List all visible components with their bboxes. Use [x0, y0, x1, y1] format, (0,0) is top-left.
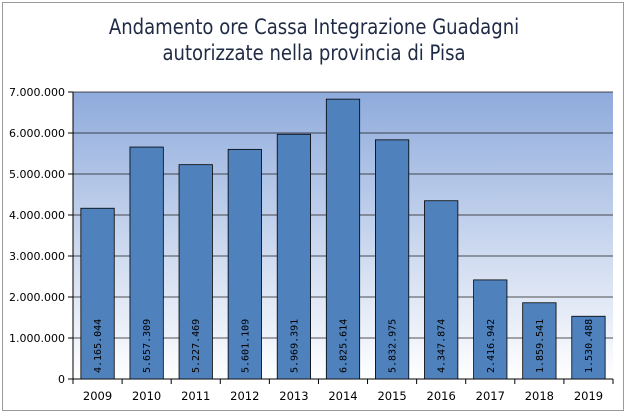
data-label: 5.969.391	[289, 319, 300, 373]
bar-2013	[276, 133, 311, 380]
data-label: 1.859.541	[535, 319, 546, 373]
data-label: 5.832.975	[388, 319, 399, 373]
data-label: 4.165.044	[93, 319, 104, 373]
x-tick-label: 2013	[279, 389, 308, 403]
chart-title: Andamento ore Cassa Integrazione Guadagn…	[44, 14, 584, 66]
chart-title-line-1: Andamento ore Cassa Integrazione Guadagn…	[108, 15, 520, 39]
data-labels: 4.165.044 5.657.309 5.227.469 5.601.109 5.96…	[93, 319, 595, 373]
bar-2015	[374, 139, 410, 380]
data-label: 4.347.874	[437, 319, 448, 373]
y-tick-label: 3.000.000	[9, 250, 65, 263]
bar-2011	[178, 164, 213, 380]
x-tick-label: 2012	[230, 389, 259, 403]
x-tick-label: 2011	[181, 389, 210, 403]
bar-2017	[473, 279, 508, 380]
data-label: 6.825.614	[339, 319, 350, 373]
bars	[80, 98, 606, 380]
x-tick-label: 2019	[574, 389, 603, 403]
y-tick-label: 5.000.000	[9, 168, 65, 181]
data-label: 2.416.942	[486, 319, 497, 373]
bar-2009	[80, 207, 115, 380]
y-tick-label: 2.000.000	[9, 291, 65, 304]
bar-2014	[325, 98, 361, 380]
chart-title-line-2: autorizzate nella provincia di Pisa	[162, 41, 466, 65]
data-label: 5.227.469	[191, 319, 202, 373]
x-tick-label: 2010	[132, 389, 161, 403]
bar-2018	[522, 302, 557, 380]
x-tick-label: 2015	[377, 389, 406, 403]
bar-2012	[227, 148, 262, 380]
data-label: 5.601.109	[240, 319, 251, 373]
data-label: 5.657.309	[142, 319, 153, 373]
x-tick-label: 2018	[525, 389, 554, 403]
y-tick-label: 7.000.000	[9, 86, 65, 99]
y-tick-labels: 0 1.000.000 2.000.000 3.000.000 4.000.000 5.0…	[9, 86, 65, 386]
x-tick-label: 2016	[427, 389, 456, 403]
bar-2010	[129, 146, 164, 380]
x-tick-label: 2014	[328, 389, 357, 403]
y-tick-label: 0	[58, 373, 65, 386]
y-tick-label: 6.000.000	[9, 127, 65, 140]
y-tick-label: 4.000.000	[9, 209, 65, 222]
data-label: 1.530.488	[584, 319, 595, 373]
x-tick-label: 2017	[476, 389, 505, 403]
x-tick-labels: 2009 2010 2011 2012 2013 2014 2015 2016 2017 2018…	[83, 389, 603, 403]
bar-2019	[571, 315, 606, 380]
x-tick-label: 2009	[83, 389, 112, 403]
bar-2016	[424, 200, 459, 380]
y-tick-label: 1.000.000	[9, 332, 65, 345]
